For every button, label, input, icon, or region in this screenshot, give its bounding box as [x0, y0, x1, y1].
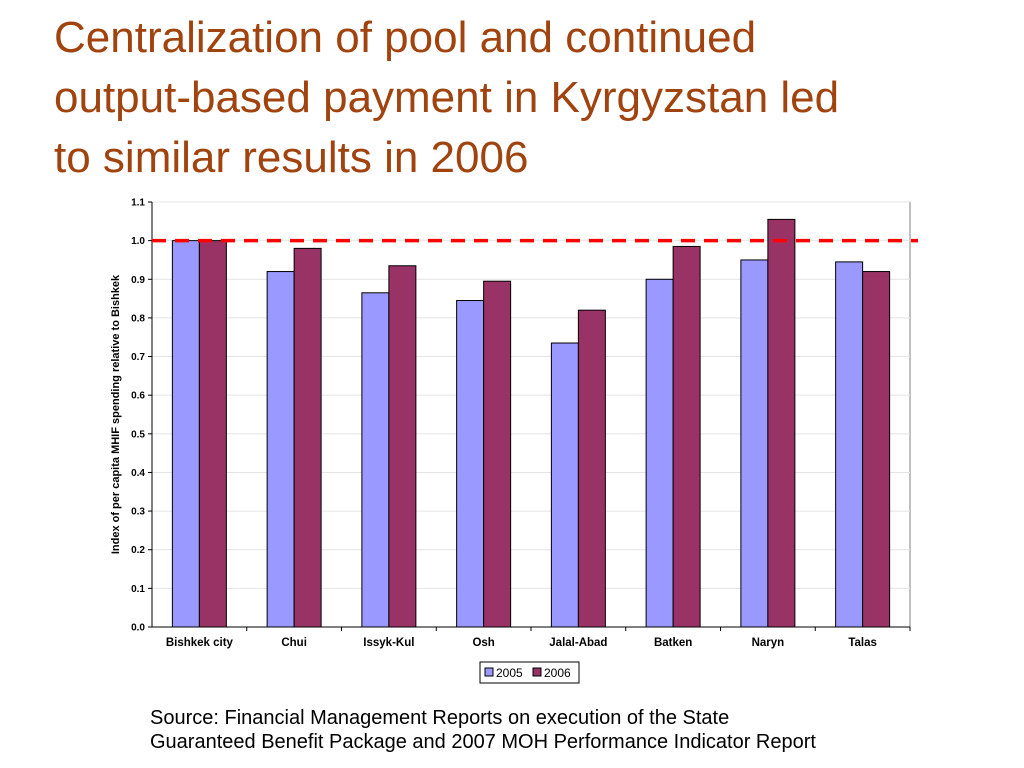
title-line: Centralization of pool and continued — [54, 13, 757, 62]
y-axis-title: Index of per capita MHIF spending relati… — [110, 274, 122, 554]
y-tick-label: 0.8 — [131, 313, 145, 324]
legend-swatch-2005 — [484, 667, 494, 677]
bar-2005 — [361, 292, 390, 628]
chart-axes — [148, 201, 918, 631]
x-tick-label: Naryn — [752, 637, 785, 649]
bar-2006 — [293, 247, 322, 628]
bar-2005 — [550, 342, 579, 628]
bar-2006 — [862, 271, 891, 628]
bar-2006 — [483, 280, 512, 628]
bar-2005 — [835, 261, 864, 628]
x-tick-label: Chui — [281, 637, 307, 649]
legend-swatch-2006 — [532, 667, 542, 677]
source-note: Source: Financial Management Reports on … — [150, 706, 950, 754]
source-line: Guaranteed Benefit Package and 2007 MOH … — [150, 731, 816, 753]
y-tick-label: 0.4 — [131, 468, 145, 479]
legend-label: 2006 — [544, 666, 571, 680]
bar-2005 — [266, 271, 295, 628]
y-tick-label: 0.0 — [131, 623, 145, 634]
bar-2006 — [388, 265, 417, 628]
x-tick-label: Batken — [654, 637, 692, 649]
x-tick-label: Osh — [472, 637, 494, 649]
legend-box — [479, 661, 580, 684]
chart-grid — [151, 201, 911, 628]
bar-2005 — [171, 240, 200, 628]
title-line: output-based payment in Kyrgyzstan led — [54, 73, 840, 122]
source-line: Source: Financial Management Reports on … — [150, 707, 730, 729]
bar-2005 — [645, 278, 674, 628]
bar-2005 — [740, 259, 769, 628]
x-tick-label: Talas — [848, 637, 877, 649]
y-tick-label: 0.3 — [131, 507, 145, 518]
y-tick-label: 0.7 — [131, 352, 145, 363]
chart-legend: 2005 2006 — [479, 661, 580, 684]
y-tick-label: 0.5 — [131, 429, 145, 440]
legend-label: 2005 — [496, 666, 523, 680]
bar-2006 — [198, 240, 227, 628]
bar-2006 — [767, 218, 796, 628]
y-tick-label: 1.1 — [131, 198, 145, 209]
slide-title: Centralization of pool and continued out… — [54, 8, 1004, 188]
chart-bars — [171, 218, 891, 628]
y-tick-label: 0.9 — [131, 275, 145, 286]
x-tick-label: Issyk-Kul — [363, 637, 414, 649]
bar-chart: 0.0 0.1 0.2 0.3 0.4 0.5 0.6 0.7 0.8 0.9 1.0 1.1 Bish… — [110, 198, 918, 684]
plot-area — [151, 201, 911, 628]
chart-labels: 0.0 0.1 0.2 0.3 0.4 0.5 0.6 0.7 0.8 0.9 1.0 1.1 Bish… — [110, 198, 877, 650]
x-tick-label: Jalal-Abad — [549, 637, 607, 649]
bar-2006 — [577, 309, 606, 628]
bar-2005 — [456, 300, 485, 628]
y-tick-label: 1.0 — [131, 236, 145, 247]
y-tick-label: 0.6 — [131, 391, 145, 402]
title-line: to similar results in 2006 — [54, 133, 529, 182]
y-tick-label: 0.1 — [131, 584, 145, 595]
bar-2006 — [672, 245, 701, 628]
x-tick-label: Bishkek city — [166, 637, 234, 649]
y-tick-label: 0.2 — [131, 545, 145, 556]
